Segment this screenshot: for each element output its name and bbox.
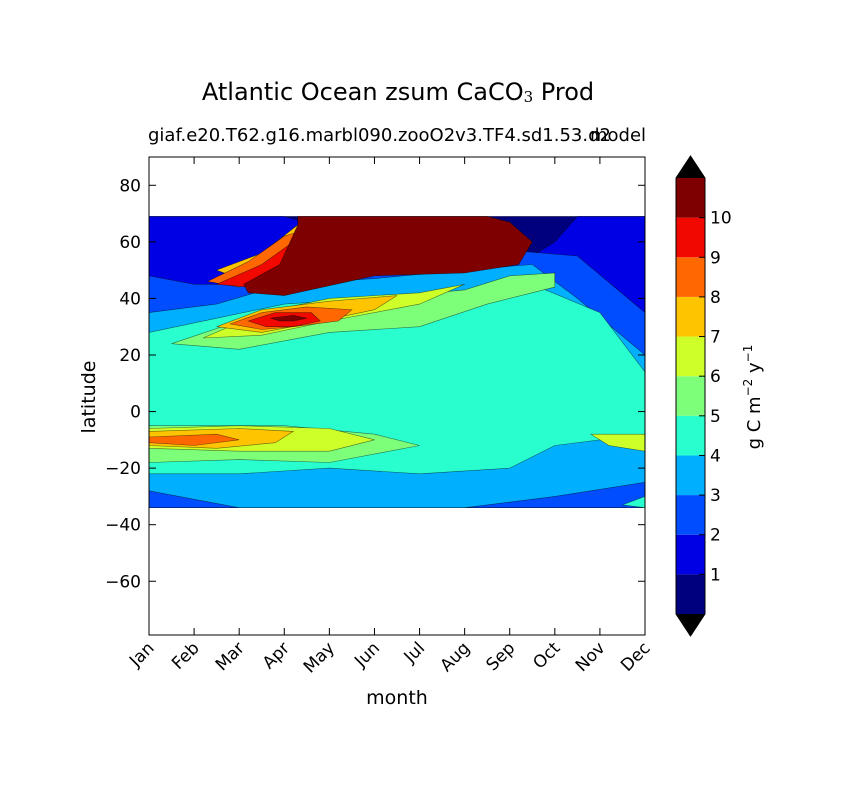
contour-region-level-11	[270, 315, 307, 322]
colorbar-tick-label: 2	[710, 526, 721, 546]
x-tick-label: Apr	[259, 638, 294, 673]
colorbar-under-arrow	[676, 614, 705, 636]
colorbar-tick-label: 4	[710, 446, 721, 466]
x-tick-label: Jul	[400, 638, 429, 667]
colorbar-swatch	[676, 534, 705, 575]
x-tick-label: May	[300, 638, 339, 677]
chart-subtitle-model: model	[590, 125, 647, 146]
colorbar-tick-label: 6	[710, 367, 721, 387]
colorbar-tick-label: 5	[710, 407, 721, 427]
x-tick-label: Jan	[125, 638, 158, 671]
y-tick-label: 60	[119, 233, 141, 253]
colorbar-swatch	[676, 376, 705, 416]
contour-region-level-7	[589, 433, 645, 452]
colorbar-swatch	[676, 217, 705, 258]
colorbar-swatch	[676, 574, 705, 614]
colorbar-tick-label: 3	[710, 486, 721, 506]
contour-region-level-9	[149, 433, 240, 446]
x-tick-label: Oct	[529, 638, 564, 673]
colorbar-tick-label: 9	[710, 248, 721, 268]
colorbar: 1 2 3 4 5 6 7 8 9 10	[675, 155, 732, 637]
y-tick-label: −60	[105, 572, 141, 592]
x-tick-label: Nov	[572, 638, 610, 676]
colorbar-tick-label: 1	[710, 565, 721, 585]
x-tick-label: Dec	[617, 638, 654, 675]
x-tick-label: Mar	[212, 638, 249, 675]
colorbar-swatch	[676, 178, 705, 218]
x-tick-label: Sep	[482, 638, 519, 675]
contour-region-level-5	[622, 496, 645, 509]
colorbar-swatch	[676, 296, 705, 337]
x-tick-label: Feb	[168, 638, 203, 673]
colorbar-swatch	[676, 336, 705, 377]
colorbar-tick-label: 10	[710, 209, 732, 229]
colorbar-label: g C m−2 y−1	[741, 345, 765, 450]
x-axis-label: month	[366, 687, 428, 709]
colorbar-outline	[675, 155, 706, 637]
y-tick-label: 40	[119, 289, 141, 309]
x-tick-label: Aug	[437, 638, 475, 676]
y-tick-label: −40	[105, 516, 141, 536]
plot-frame	[148, 156, 646, 636]
colorbar-swatch	[676, 455, 705, 496]
contour-region-level-11	[243, 216, 533, 296]
y-axis-label: latitude	[78, 361, 100, 434]
contour-fill-group	[149, 216, 645, 509]
y-tick-label: 80	[119, 176, 141, 196]
y-tick-label: 0	[130, 403, 141, 423]
y-tick-label: −20	[105, 459, 141, 479]
colorbar-swatch	[676, 495, 705, 535]
colorbar-over-arrow	[676, 156, 705, 178]
chart-subtitle: giaf.e20.T62.g16.marbl090.zooO2v3.TF4.sd…	[148, 125, 611, 146]
chart-title: Atlantic Ocean zsum CaCO3 Prod	[201, 78, 595, 106]
colorbar-swatch	[676, 415, 705, 456]
colorbar-tick-label: 7	[710, 328, 721, 348]
colorbar-swatch	[676, 257, 705, 297]
y-tick-label: 20	[119, 346, 141, 366]
x-tick-label: Jun	[350, 638, 384, 672]
colorbar-tick-label: 8	[710, 288, 721, 308]
